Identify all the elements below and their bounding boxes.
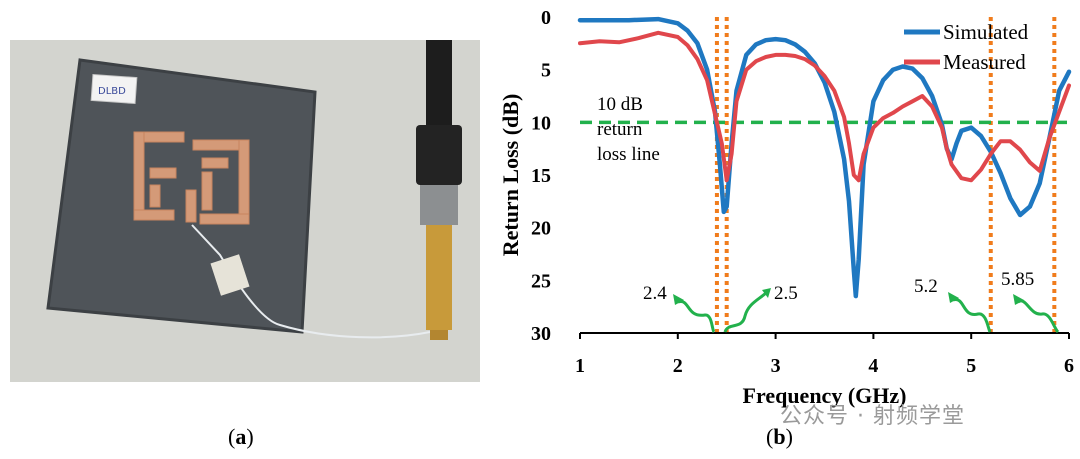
x-tick-label-1: 1 (575, 355, 585, 377)
brass-connector (426, 225, 452, 330)
marker-label-5.2: 5.2 (914, 276, 938, 297)
threshold-label-line-1: 10 dB (597, 94, 643, 115)
x-tick-label-4: 4 (868, 355, 878, 377)
denim-edge (46, 58, 317, 334)
caption-b: (b) (766, 424, 793, 449)
y-tick-label-5: 5 (541, 60, 551, 82)
legend-label-measured: Measured (943, 50, 1026, 74)
antenna-photo-illustration: DLBD (10, 40, 480, 382)
marker-arrow-5.2 (952, 298, 992, 333)
label-sticker-text: DLBD (98, 86, 126, 97)
coax-cable-top (426, 40, 452, 130)
x-tick-label-6: 6 (1064, 355, 1074, 377)
connector-body (416, 125, 462, 185)
tape-patch (210, 254, 250, 296)
series-line-simulated (577, 16, 1072, 299)
marker-label-2.5: 2.5 (774, 283, 798, 304)
marker-label-5.85: 5.85 (1001, 269, 1034, 290)
denim-substrate (48, 60, 315, 332)
x-axis-title: Frequency (GHz) (743, 383, 907, 408)
x-tick-label-2: 2 (673, 355, 683, 377)
marker-arrow-2.4 (677, 300, 716, 334)
series-line-measured (578, 30, 1071, 183)
marker-arrowhead-2.5 (762, 288, 771, 298)
x-tick-label-5: 5 (966, 355, 976, 377)
y-tick-label-10: 10 (531, 112, 551, 134)
watermark: 公众号 · 射频学堂 (780, 404, 965, 429)
legend-label-simulated: Simulated (943, 20, 1029, 44)
y-tick-label-20: 20 (531, 218, 551, 240)
brass-tip (430, 330, 448, 340)
marker-label-2.4: 2.4 (643, 283, 667, 304)
y-tick-label-0: 0 (541, 7, 551, 29)
marker-arrowhead-2.4 (673, 294, 684, 305)
x-tick-label-3: 3 (771, 355, 781, 377)
y-tick-label-15: 15 (531, 165, 551, 187)
copper-patch (133, 131, 250, 225)
marker-arrow-2.5 (723, 291, 767, 333)
marker-arrowhead-5.2 (948, 292, 959, 303)
marker-arrow-5.85 (1017, 299, 1060, 334)
threshold-label-line-2: return (597, 119, 643, 140)
marker-arrowhead-5.85 (1013, 294, 1024, 305)
antenna-photo: DLBD (10, 40, 480, 382)
y-axis-title: Return Loss (dB) (498, 94, 523, 257)
caption-a: (a) (228, 424, 254, 449)
y-tick-label-30: 30 (531, 323, 551, 345)
connector-nut (420, 185, 458, 225)
threshold-label-line-3: loss line (597, 144, 660, 165)
label-sticker (90, 73, 138, 105)
y-tick-label-25: 25 (531, 270, 551, 292)
